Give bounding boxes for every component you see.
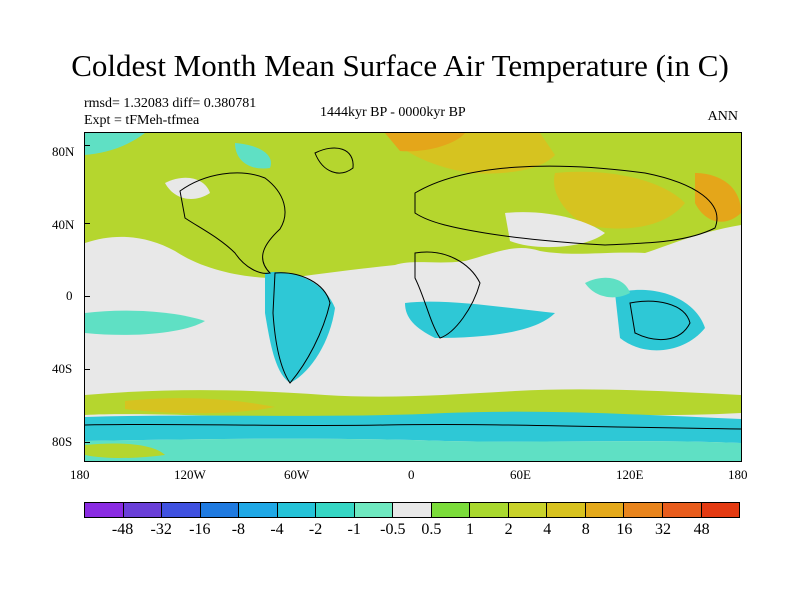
colorbar-label--32: -32 xyxy=(150,521,172,538)
colorbar-segment-9 xyxy=(393,503,432,517)
x-tick-label-60e: 60E xyxy=(510,467,531,482)
antarctic-cool-band xyxy=(85,411,741,443)
map-plot-area xyxy=(84,132,742,462)
colorbar-label--1: -1 xyxy=(347,521,361,538)
colorbar-label--48: -48 xyxy=(111,521,134,538)
north-america-outline xyxy=(179,172,286,274)
colorbar-segment-5 xyxy=(239,503,278,517)
canada-cool-patch xyxy=(235,143,271,169)
mediterranean-neutral-patch xyxy=(505,212,605,248)
colorbar-label--16: -16 xyxy=(189,521,211,538)
experiment-text: Expt = tFMeh-tfmea xyxy=(84,113,200,128)
north-pacific-cool-patch xyxy=(85,133,145,155)
y-tick-label-80n: 80N xyxy=(52,144,75,159)
colorbar-segment-2 xyxy=(123,503,163,517)
north-neutral-patch xyxy=(165,177,210,199)
colorbar-segment-10 xyxy=(431,503,471,517)
x-tick-label-120w: 120W xyxy=(174,467,206,482)
colorbar-segment-1 xyxy=(85,503,124,517)
temperature-anomaly-map xyxy=(85,133,741,461)
chart-title: Coldest Month Mean Surface Air Temperatu… xyxy=(71,48,729,83)
colorbar-segment-7 xyxy=(316,503,355,517)
colorbar-label--8: -8 xyxy=(231,521,246,538)
colorbar-segment-4 xyxy=(200,503,240,517)
x-tick-label-120e: 120E xyxy=(616,467,644,482)
maritime-continent-cool-patch xyxy=(585,277,630,298)
colorbar-label-8: 8 xyxy=(581,521,590,538)
colorbar-label-4: 4 xyxy=(543,521,552,538)
south-america-outline xyxy=(272,272,331,384)
colorbar-segment-13 xyxy=(547,503,586,517)
y-tick-40n xyxy=(84,223,90,224)
y-tick-label-40s: 40S xyxy=(52,361,73,376)
y-tick-80n xyxy=(84,145,90,146)
colorbar-label-1: 1 xyxy=(466,521,474,538)
coastlines xyxy=(85,147,741,430)
x-tick-label-0: 0 xyxy=(408,467,415,482)
colorbar-segment-6 xyxy=(277,503,317,517)
y-tick-80s xyxy=(84,442,90,443)
time-period-text: 1444kyr BP - 0000kyr BP xyxy=(320,105,466,120)
y-tick-label-0: 0 xyxy=(66,288,73,303)
y-tick-0 xyxy=(84,296,90,297)
colorbar-label-0-5: 0.5 xyxy=(421,521,442,538)
south-pacific-cool-band xyxy=(85,310,205,335)
australia-outline xyxy=(629,300,691,341)
colorbar-label--0-5: -0.5 xyxy=(380,521,406,538)
colorbar-segment-14 xyxy=(585,503,625,517)
antarctica-outline xyxy=(85,423,741,430)
colorbar-label-48: 48 xyxy=(693,521,710,538)
x-tick-label-180w: 180 xyxy=(70,467,90,482)
rmsd-diff-text: rmsd= 1.32083 diff= 0.380781 xyxy=(84,96,257,111)
southern-warm-core xyxy=(125,398,275,414)
x-tick-label-180e: 180 xyxy=(728,467,748,482)
y-tick-40s xyxy=(84,369,90,370)
asia-warm-zone xyxy=(554,171,685,229)
colorbar-label--2: -2 xyxy=(308,521,323,538)
colorbar-segment-3 xyxy=(162,503,201,517)
y-tick-label-80s: 80S xyxy=(52,434,73,449)
colorbar-segment-8 xyxy=(354,503,394,517)
south-america-cool-region xyxy=(265,272,335,383)
greenland-outline xyxy=(314,147,354,174)
south-atlantic-indian-cool-band xyxy=(405,301,555,338)
colorbar-label-16: 16 xyxy=(616,521,633,538)
colorbar-label-2: 2 xyxy=(504,521,513,538)
colorbar-label--4: -4 xyxy=(270,521,284,538)
y-tick-label-40n: 40N xyxy=(52,217,75,232)
ross-sea-warm-patch xyxy=(85,443,165,458)
africa-outline xyxy=(414,251,481,339)
colorbar-segment-11 xyxy=(470,503,509,517)
season-label: ANN xyxy=(707,109,738,124)
colorbar xyxy=(84,502,740,518)
colorbar-segment-12 xyxy=(508,503,548,517)
x-tick-label-60w: 60W xyxy=(284,467,310,482)
colorbar-segment-17 xyxy=(701,503,740,517)
colorbar-segment-16 xyxy=(662,503,702,517)
east-asia-hot-zone xyxy=(695,173,741,222)
antarctic-light-cool-band xyxy=(85,438,741,461)
colorbar-label-32: 32 xyxy=(655,521,671,538)
arctic-hot-zone xyxy=(385,133,465,152)
australia-cool-region xyxy=(615,289,705,351)
colorbar-segment-15 xyxy=(624,503,663,517)
eurasia-outline xyxy=(414,165,718,246)
